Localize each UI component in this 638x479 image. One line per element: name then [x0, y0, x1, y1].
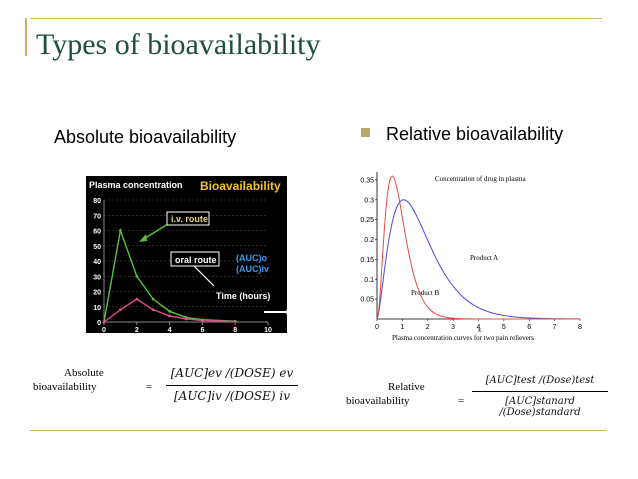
y-tick-label: 10 — [93, 305, 101, 312]
oral-route-label: oral route — [175, 255, 217, 265]
y-tick-label: 50 — [93, 244, 101, 251]
x-tick-label: 8 — [578, 324, 582, 331]
time-arrow-head-icon — [286, 308, 287, 316]
y-tick-label: 0.1 — [364, 277, 374, 284]
x-tick-label: 6 — [200, 327, 204, 333]
relative-equals-sign: = — [458, 395, 465, 407]
oral-route-point — [168, 314, 171, 318]
oral-route-point — [102, 320, 106, 324]
chart-background — [345, 162, 590, 347]
x-tick-label: 0 — [375, 324, 379, 331]
bottom-rule — [30, 430, 607, 431]
series-label-product-b: Product B — [411, 289, 440, 297]
absolute-bioavailability-chart: Plasma concentration Bioavailability 0 10… — [86, 176, 287, 333]
x-tick-label: 3 — [451, 324, 455, 331]
absolute-equals-sign: = — [146, 381, 153, 393]
y-tick-label: 80 — [93, 198, 101, 205]
x-tick-label: 6 — [527, 324, 531, 331]
y-tick-label: 0.25 — [360, 217, 374, 224]
x-tick-label: 1 — [400, 324, 404, 331]
x-tick-label: 4 — [168, 327, 172, 333]
y-tick-label: 40 — [93, 259, 101, 266]
y-tick-label: 70 — [93, 213, 101, 220]
chart-title: Bioavailability — [200, 179, 281, 193]
x-tick-label: 5 — [502, 324, 506, 331]
absolute-fraction-bar — [166, 385, 298, 386]
x-tick-label: 4 — [477, 324, 481, 331]
square-bullet-icon — [361, 128, 370, 137]
top-rule — [30, 18, 602, 19]
x-tick-label: 10 — [264, 327, 272, 333]
y-tick-label: 60 — [93, 229, 101, 236]
oral-route-point — [135, 297, 139, 301]
oral-route-point — [151, 308, 155, 312]
title-accent-bar — [25, 18, 27, 56]
y-tick-label: 0 — [97, 320, 101, 327]
i-v-route-point — [119, 229, 122, 232]
x-tick-label: 7 — [553, 324, 557, 331]
oral-route-point — [201, 319, 204, 322]
absolute-heading: Absolute bioavailability — [54, 127, 237, 147]
chart-title: Concentration of drug in plasma — [435, 175, 526, 183]
x-tick-label: 2 — [426, 324, 430, 331]
relative-denominator: [AUC]stanard /(Dose)standard — [499, 396, 581, 418]
i-v-route-point — [168, 309, 171, 313]
oral-route-point — [184, 317, 188, 321]
slide-title: Types of bioavailability — [36, 28, 321, 61]
absolute-denominator: [AUC]iv /(DOSE) iv — [173, 389, 291, 403]
auc-iv-label: (AUC)iv — [236, 264, 269, 274]
y-tick-label: 0.15 — [360, 257, 374, 264]
y-tick-label: 0.2 — [364, 237, 374, 244]
oral-route-point — [119, 308, 122, 312]
x-tick-label: 0 — [102, 327, 106, 333]
relative-label-line1: Relative — [388, 381, 425, 393]
x-tick-label: 8 — [233, 327, 237, 333]
relative-label-line2: bioavailability — [346, 395, 410, 407]
series-label-product-a: Product A — [470, 254, 498, 262]
absolute-label-line1: Absolute — [64, 367, 104, 379]
i-v-route-curve — [103, 227, 236, 323]
y-tick-label: 0.35 — [360, 177, 374, 184]
chart-caption: Plasma concentration curves for two pain… — [392, 334, 534, 342]
product-b-curve — [376, 175, 580, 320]
relative-heading: Relative bioavailability — [386, 124, 564, 144]
relative-fraction-bar — [472, 391, 608, 392]
iv-route-label: i.v. route — [171, 214, 208, 224]
relative-numerator: [AUC]test /(Dose)test — [485, 375, 595, 386]
oral-route-point — [233, 320, 237, 323]
y-tick-label: 30 — [93, 274, 101, 281]
i-v-route-point — [135, 274, 139, 278]
y-tick-label: 20 — [93, 290, 101, 297]
auc-oral-label: (AUC)o — [236, 253, 267, 263]
relative-bioavailability-chart: Concentration of drug in plasma 0.05 0.1 0… — [345, 162, 590, 347]
iv-pointer-arrow-icon — [139, 234, 147, 242]
y-tick-label: 0.3 — [364, 197, 374, 204]
y-tick-label: 0.05 — [360, 297, 374, 304]
i-v-route-point — [151, 297, 155, 301]
oral-route-box — [170, 251, 220, 267]
absolute-label-line2: bioavailability — [33, 381, 97, 393]
iv-route-box — [166, 211, 210, 226]
x-tick-label: 2 — [135, 327, 139, 333]
absolute-numerator: [AUC]ev /(DOSE) ev — [170, 366, 294, 380]
x-axis-label: x — [478, 328, 481, 334]
oral-route-curve — [103, 298, 236, 323]
x-axis-label: Time (hours) — [216, 291, 270, 301]
y-axis-label: Plasma concentration — [89, 180, 183, 190]
